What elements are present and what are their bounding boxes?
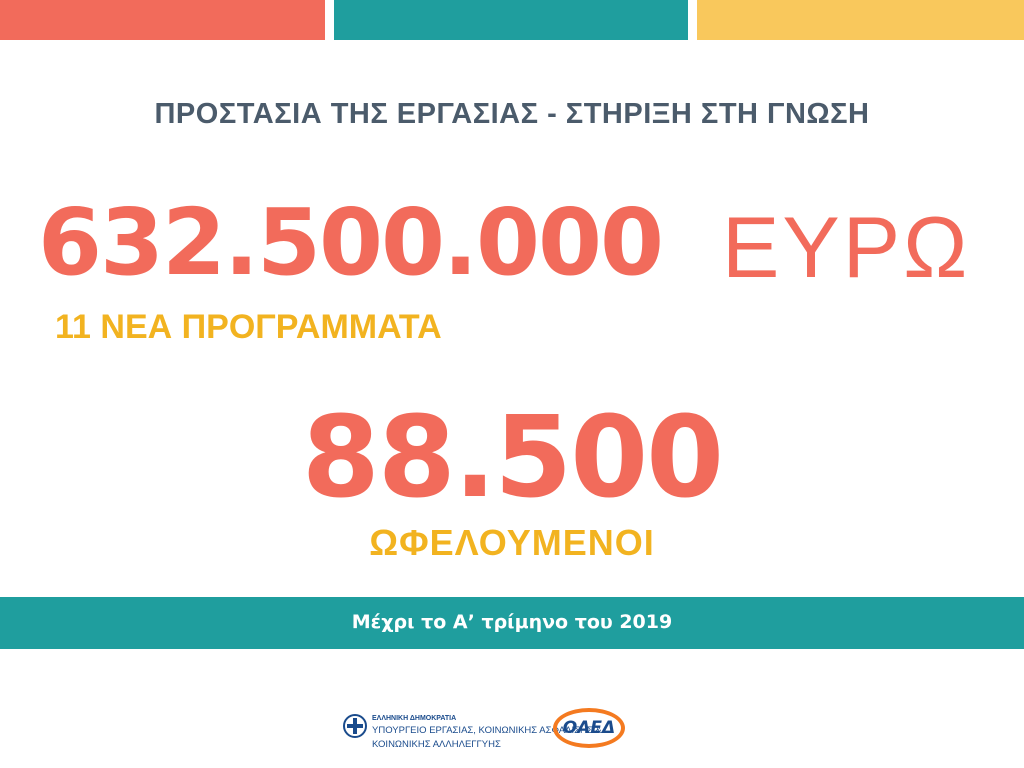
title: ΠΡΟΣΤΑΣΙΑ ΤΗΣ ΕΡΓΑΣΙΑΣ - ΣΤΗΡΙΞΗ ΣΤΗ ΓΝΩ… — [154, 98, 870, 130]
ministry-line: ΥΠΟΥΡΓΕΙΟ ΕΡΓΑΣΙΑΣ, ΚΟΙΝΩΝΙΚΗΣ ΑΣΦΑΛΙΣΗΣ… — [372, 725, 602, 736]
agency-logo: ΟΑΕΔ — [553, 708, 625, 748]
ministry-line: ΚΟΙΝΩΝΙΚΗΣ ΑΛΛΗΛΕΓΓΥΗΣ — [372, 739, 501, 750]
top-bar-yellow — [697, 0, 1024, 40]
currency: ΕΥΡΩ — [722, 200, 971, 296]
top-bar-coral — [0, 0, 325, 40]
top-bar-teal — [334, 0, 688, 40]
beneficiaries-count: 88.500 — [301, 393, 724, 523]
programs: 11 ΝΕΑ ΠΡΟΓΡΑΜΜΑΤΑ — [55, 308, 442, 346]
beneficiaries-label: ΩΦΕΛΟΥΜΕΝΟΙ — [369, 522, 655, 563]
emblem — [343, 714, 367, 738]
government-label: ΕΛΛΗΝΙΚΗ ΔΗΜΟΚΡΑΤΙΑ — [372, 715, 457, 722]
amount: 632.500.000 — [38, 189, 664, 296]
footer-band — [0, 597, 1024, 649]
footer-note: Μέχρι το Α’ τρίμηνο του 2019 — [351, 611, 673, 633]
